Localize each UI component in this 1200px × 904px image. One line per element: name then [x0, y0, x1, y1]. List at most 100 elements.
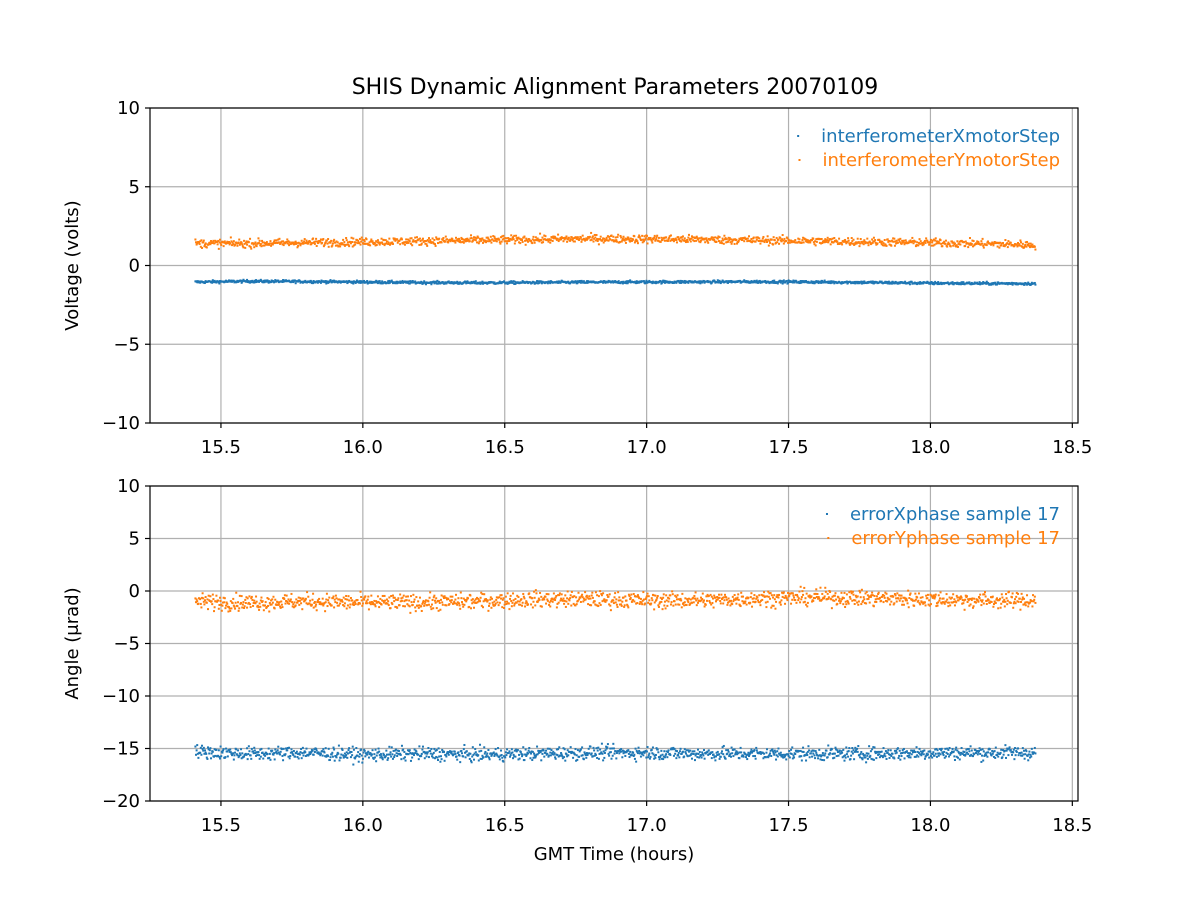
data-point — [950, 245, 952, 247]
data-point — [282, 759, 284, 761]
data-point — [242, 246, 244, 248]
data-point — [499, 602, 501, 604]
data-point — [866, 238, 868, 240]
data-point — [534, 597, 536, 599]
data-point — [505, 754, 507, 756]
data-point — [321, 242, 323, 244]
data-point — [825, 750, 827, 752]
data-point — [284, 594, 286, 596]
data-point — [762, 236, 764, 238]
data-point — [387, 600, 389, 602]
data-point — [352, 283, 354, 285]
data-point — [541, 237, 543, 239]
data-point — [458, 602, 460, 604]
data-point — [219, 758, 221, 760]
data-point — [1028, 751, 1030, 753]
data-point — [345, 754, 347, 756]
data-point — [779, 237, 781, 239]
data-point — [717, 751, 719, 753]
data-point — [588, 752, 590, 754]
data-point — [633, 235, 635, 237]
data-point — [1004, 239, 1006, 241]
data-point — [388, 242, 390, 244]
data-point — [941, 245, 943, 247]
data-point — [233, 240, 235, 242]
data-point — [723, 745, 725, 747]
data-point — [597, 605, 599, 607]
data-point — [859, 245, 861, 247]
data-point — [534, 604, 536, 606]
data-point — [927, 753, 929, 755]
data-point — [427, 600, 429, 602]
data-point — [1002, 242, 1004, 244]
data-point — [357, 755, 359, 757]
data-point — [834, 747, 836, 749]
data-point — [649, 758, 651, 760]
data-point — [631, 754, 633, 756]
data-point — [391, 603, 393, 605]
data-point — [675, 239, 677, 241]
data-point — [364, 243, 366, 245]
data-point — [441, 601, 443, 603]
data-point — [439, 609, 441, 611]
data-point — [766, 241, 768, 243]
data-point — [535, 592, 537, 594]
data-point — [726, 753, 728, 755]
data-point — [759, 243, 761, 245]
data-point — [812, 753, 814, 755]
data-point — [417, 600, 419, 602]
data-point — [931, 757, 933, 759]
data-point — [433, 595, 435, 597]
data-point — [385, 750, 387, 752]
data-point — [483, 746, 485, 748]
data-point — [522, 241, 524, 243]
data-point — [243, 756, 245, 758]
data-point — [404, 605, 406, 607]
data-point — [562, 600, 564, 602]
data-point — [357, 751, 359, 753]
data-point — [986, 756, 988, 758]
data-point — [491, 598, 493, 600]
data-point — [256, 245, 258, 247]
data-point — [208, 752, 210, 754]
data-point — [971, 750, 973, 752]
data-point — [1021, 752, 1023, 754]
data-point — [476, 241, 478, 243]
data-point — [214, 755, 216, 757]
data-point — [594, 234, 596, 236]
data-point — [248, 595, 250, 597]
data-point — [211, 600, 213, 602]
data-point — [382, 758, 384, 760]
data-point — [558, 746, 560, 748]
data-point — [745, 756, 747, 758]
data-point — [429, 750, 431, 752]
data-point — [313, 754, 315, 756]
data-point — [967, 753, 969, 755]
data-point — [197, 757, 199, 759]
data-point — [680, 240, 682, 242]
data-point — [1019, 239, 1021, 241]
data-point — [648, 753, 650, 755]
data-point — [1018, 754, 1020, 756]
data-point — [901, 755, 903, 757]
data-point — [221, 610, 223, 612]
data-point — [351, 754, 353, 756]
data-point — [612, 743, 614, 745]
data-point — [450, 596, 452, 598]
data-point — [430, 606, 432, 608]
data-point — [377, 239, 379, 241]
data-point — [570, 605, 572, 607]
data-point — [758, 237, 760, 239]
data-point — [536, 280, 538, 282]
data-point — [194, 238, 196, 240]
data-point — [992, 753, 994, 755]
data-point — [860, 753, 862, 755]
data-point — [972, 755, 974, 757]
data-point — [218, 608, 220, 610]
data-point — [505, 596, 507, 598]
data-point — [331, 604, 333, 606]
data-point — [381, 755, 383, 757]
data-point — [400, 754, 402, 756]
data-point — [325, 747, 327, 749]
